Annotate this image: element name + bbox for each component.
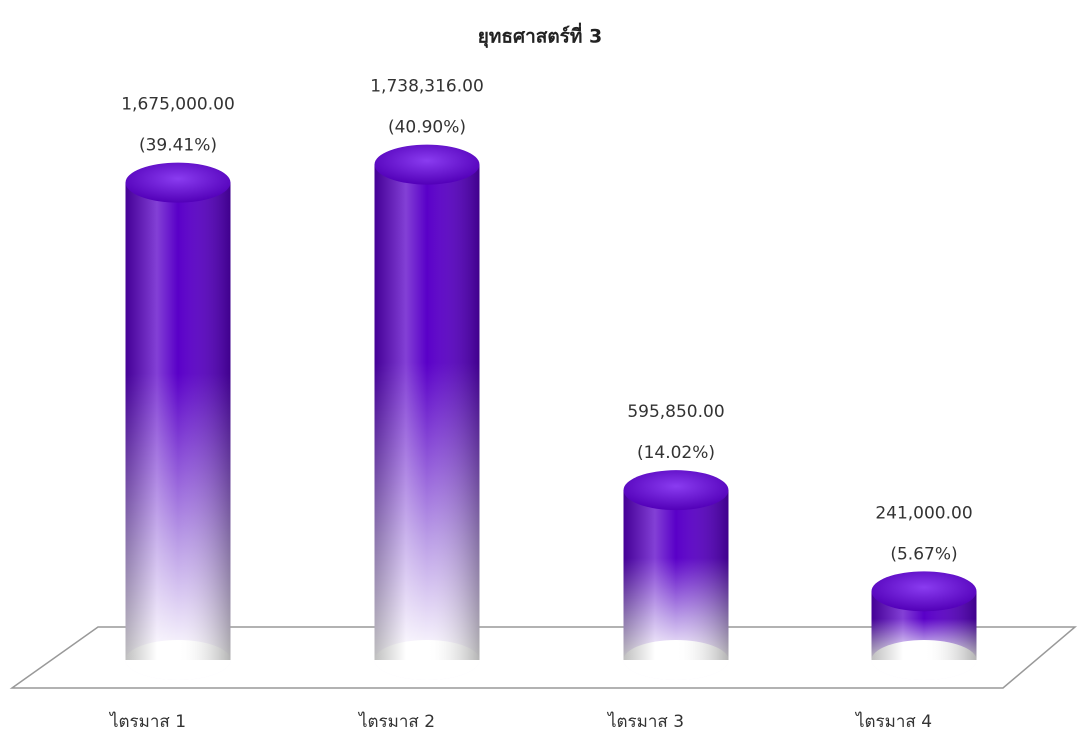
value-label: 595,850.00 (627, 402, 724, 422)
percent-label: (40.90%) (388, 118, 466, 138)
x-tick-label: ไตรมาส 1 (108, 711, 186, 732)
bar-shade (125, 182, 231, 660)
percent-label: (5.67%) (890, 544, 957, 564)
percent-label: (39.41%) (139, 136, 217, 156)
bar-shade (623, 490, 729, 660)
bar-top (125, 162, 231, 203)
x-tick-label: ไตรมาส 4 (854, 711, 932, 732)
bar-shade (374, 164, 480, 660)
bar-top (374, 144, 480, 185)
x-tick-label: ไตรมาส 3 (606, 711, 684, 732)
percent-label: (14.02%) (637, 443, 715, 463)
chart-title: ยุทธศาสตร์ที่ 3 (478, 23, 602, 49)
floor (9, 626, 1078, 689)
bar-top (871, 571, 977, 612)
value-label: 1,738,316.00 (370, 77, 484, 97)
value-label: 1,675,000.00 (121, 95, 235, 115)
bar-top (623, 470, 729, 511)
value-label: 241,000.00 (875, 503, 972, 523)
x-tick-label: ไตรมาส 2 (357, 711, 435, 732)
